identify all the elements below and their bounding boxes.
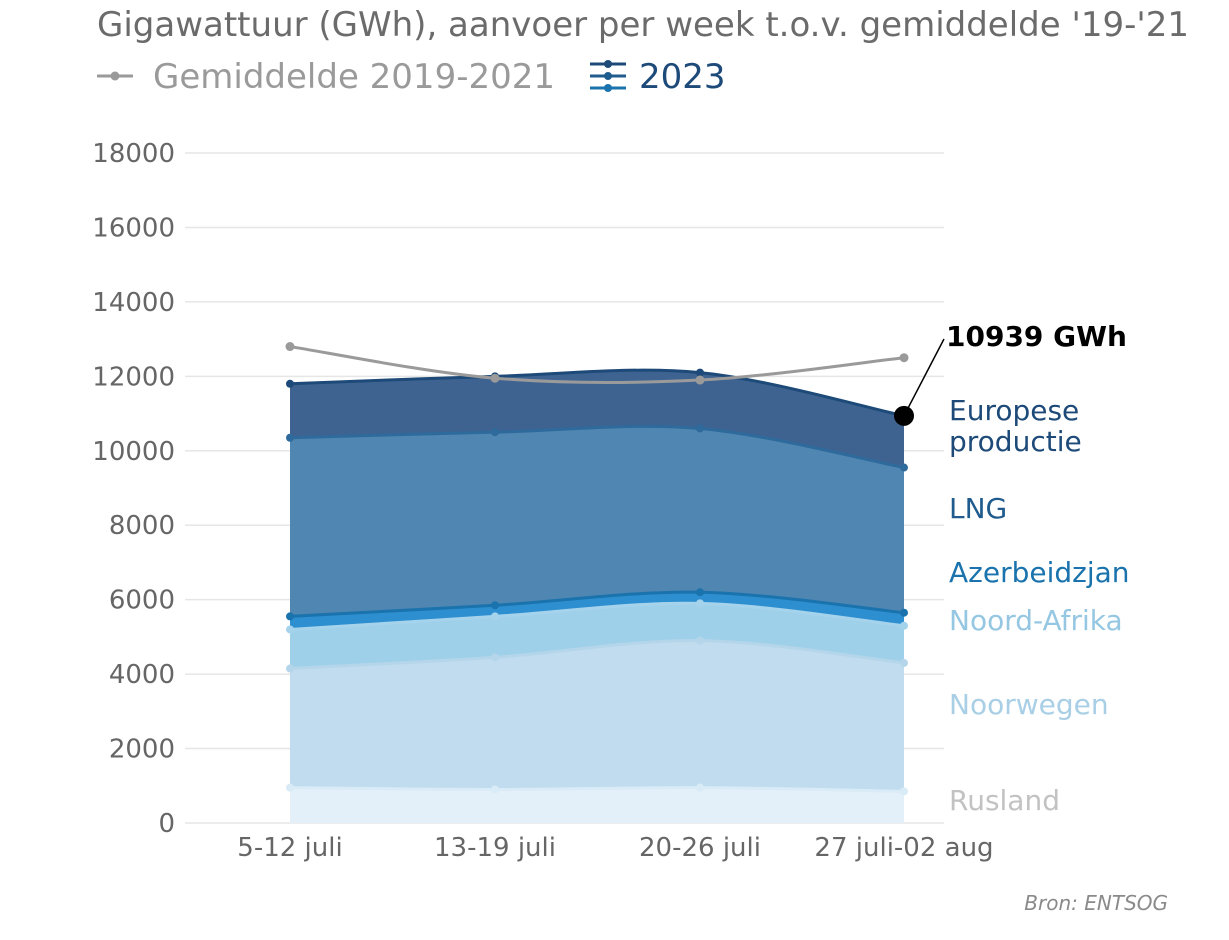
source-note: Bron: ENTSOG: [1024, 891, 1168, 915]
average-line-group: [285, 342, 909, 385]
series-label-azerbeidzjan: Azerbeidzjan: [949, 556, 1130, 589]
average-point: [899, 353, 909, 363]
data-point-noorwegen: [900, 658, 908, 667]
data-point-azerbeidzjan: [900, 608, 908, 617]
annotation-leader-line: [903, 338, 945, 417]
series-line-rusland: [289, 786, 905, 793]
average-point: [285, 342, 295, 352]
data-point-azerbeidzjan: [491, 601, 499, 610]
series-label-rusland: Rusland: [949, 784, 1060, 817]
series-line-noord-afrika: [289, 601, 905, 631]
y-tick-label: 16000: [92, 213, 175, 243]
legend-average-label: Gemiddelde 2019-2021: [153, 57, 555, 97]
area-noord-afrika: [290, 603, 904, 669]
series-label-europese-productie: Europese productie: [949, 394, 1082, 458]
data-point-lng: [491, 428, 499, 437]
legend: Gemiddelde 2019-2021 2023: [97, 57, 726, 97]
data-point-noorwegen: [696, 636, 704, 645]
series-line-azerbeidzjan: [289, 590, 905, 618]
data-point-noord-afrika: [491, 612, 499, 621]
data-point-noorwegen: [491, 653, 499, 662]
series-line-lng: [289, 424, 905, 470]
x-tick-label: 13-19 juli: [434, 833, 556, 863]
annotation-label: 10939 GWh: [946, 320, 1127, 353]
y-tick-label: 14000: [92, 288, 175, 318]
data-point-noorwegen: [286, 664, 294, 673]
y-tick-label: 18000: [92, 139, 175, 169]
y-tick-label: 4000: [109, 660, 175, 690]
data-point-europese-productie: [696, 368, 704, 377]
data-point-rusland: [491, 785, 499, 794]
data-point-azerbeidzjan: [696, 588, 704, 597]
series-line-europese-productie: [289, 368, 905, 418]
area-europese-productie: [290, 370, 904, 468]
y-tick-label: 0: [158, 809, 175, 839]
x-tick-label: 5-12 juli: [237, 833, 342, 863]
area-layers: [286, 368, 908, 823]
area-lng: [290, 426, 904, 617]
area-noorwegen: [290, 640, 904, 792]
area-rusland: [290, 787, 904, 823]
data-point-lng: [286, 433, 294, 442]
series-label-lng: LNG: [949, 492, 1007, 525]
data-point-noord-afrika: [286, 625, 294, 634]
data-point-europese-productie: [286, 379, 294, 388]
series-line-noorwegen: [289, 639, 905, 671]
y-tick-label: 10000: [92, 437, 175, 467]
y-axis: 0 2000 4000 6000 8000 10000 12000 14000 16000 180…: [92, 139, 175, 839]
x-axis: 5-12 juli 13-19 juli 20-26 juli 27 juli-02 …: [237, 833, 993, 863]
average-point: [695, 375, 705, 385]
annotation-marker: [894, 405, 914, 426]
area-azerbeidzjan: [290, 592, 904, 630]
average-line: [289, 345, 905, 385]
y-tick-label: 2000: [109, 735, 175, 765]
data-point-rusland: [696, 783, 704, 792]
legend-average-icon: [97, 71, 133, 81]
legend-current-label: 2023: [639, 57, 726, 97]
data-point-lng: [900, 463, 908, 472]
y-tick-label: 6000: [109, 586, 175, 616]
y-tick-label: 8000: [109, 511, 175, 541]
data-point-lng: [696, 424, 704, 433]
data-point-noord-afrika: [900, 621, 908, 630]
data-point-noord-afrika: [696, 599, 704, 608]
legend-current-icon: [590, 60, 626, 92]
series-label-noord-afrika: Noord-Afrika: [949, 604, 1123, 637]
y-tick-label: 12000: [92, 362, 175, 392]
x-tick-label: 27 juli-02 aug: [814, 833, 993, 863]
average-point: [490, 373, 500, 383]
series-labels: Rusland Noorwegen Noord-Afrika Azerbeidzjan…: [949, 394, 1130, 817]
data-point-rusland: [900, 787, 908, 796]
data-point-azerbeidzjan: [286, 612, 294, 621]
chart-title: Gigawattuur (GWh), aanvoer per week t.o.…: [97, 5, 1189, 45]
x-tick-label: 20-26 juli: [639, 833, 761, 863]
data-point-rusland: [286, 783, 294, 792]
annotation: 10939 GWh: [894, 320, 1127, 426]
series-label-noorwegen: Noorwegen: [949, 688, 1109, 721]
